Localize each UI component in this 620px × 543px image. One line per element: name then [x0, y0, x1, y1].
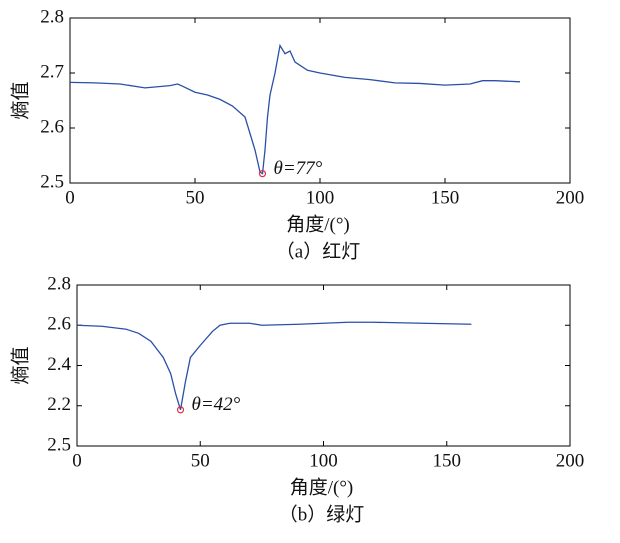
- annotation-text: θ=77°: [274, 158, 323, 179]
- x-tick-label: 50: [186, 187, 205, 208]
- x-tick-label: 0: [72, 450, 82, 471]
- x-tick-label: 200: [556, 450, 585, 471]
- x-tick-label: 150: [431, 187, 460, 208]
- x-tick-label: 150: [433, 450, 462, 471]
- y-tick-label: 2.8: [47, 273, 71, 294]
- x-axis-label: 角度/(°): [290, 476, 354, 498]
- annotation-marker: [176, 406, 185, 414]
- y-axis-label: 熵值: [9, 81, 31, 119]
- y-tick-label: 2.4: [47, 354, 71, 375]
- x-axis-label: 角度/(°): [286, 213, 350, 235]
- line-series: [76, 321, 472, 410]
- line-series: [69, 43, 521, 175]
- annotation-marker: [258, 170, 267, 178]
- caption: （a）红灯: [276, 240, 360, 262]
- y-tick-label: 2.6: [47, 314, 71, 335]
- x-tick-label: 100: [309, 450, 338, 471]
- y-tick-label: 2.6: [40, 116, 64, 137]
- x-tick-label: 100: [306, 187, 335, 208]
- annotation-text: θ=42°: [192, 394, 241, 415]
- y-tick-label: 2.5: [47, 434, 71, 455]
- caption: （b）绿灯: [279, 503, 365, 525]
- plot-frame: [76, 284, 571, 447]
- x-tick-label: 50: [191, 450, 210, 471]
- x-tick-label: 0: [65, 187, 75, 208]
- y-axis-label: 熵值: [9, 346, 31, 384]
- y-tick-label: 2.8: [40, 6, 64, 27]
- y-tick-label: 2.5: [40, 171, 64, 192]
- y-tick-label: 2.2: [47, 394, 71, 415]
- y-tick-label: 2.7: [40, 61, 64, 82]
- x-tick-label: 200: [556, 187, 585, 208]
